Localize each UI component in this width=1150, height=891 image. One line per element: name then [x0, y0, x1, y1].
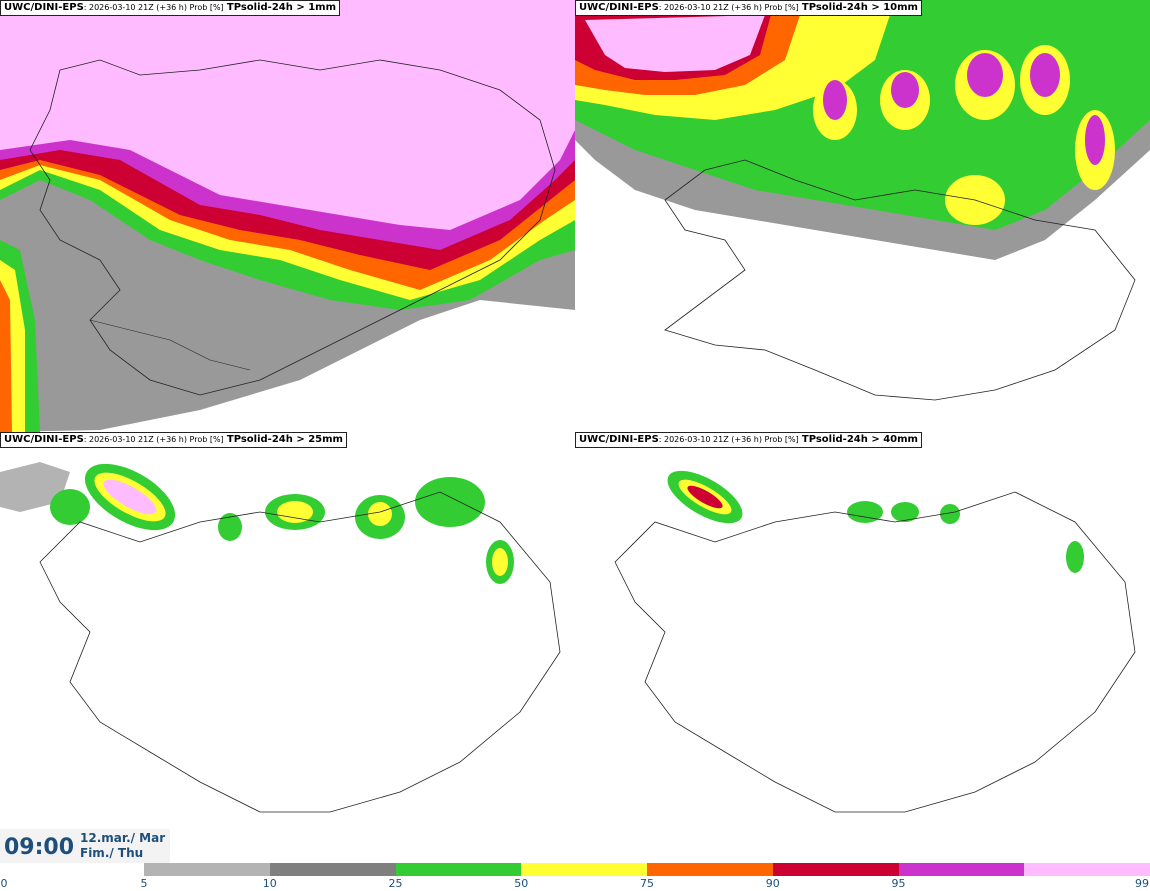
colorbar-segment — [898, 863, 1025, 876]
probability-map-40mm — [575, 432, 1150, 829]
probability-colorbar — [144, 863, 1150, 876]
probability-map-1mm — [0, 0, 575, 432]
panel-title-40mm: UWC/DINI-EPS: 2026-03-10 21Z (+36 h) Pro… — [575, 432, 922, 448]
valid-time-clock: 09:00 — [4, 835, 75, 860]
run-meta: : 2026-03-10 21Z (+36 h) Prob [%] — [658, 3, 799, 12]
probability-map-10mm — [575, 0, 1150, 432]
colorbar-tick-label: 99 — [1135, 877, 1149, 890]
valid-time-box: 09:00 12.mar./ Mar Fim./ Thu — [0, 829, 170, 863]
colorbar-segment — [1024, 863, 1150, 876]
run-meta: : 2026-03-10 21Z (+36 h) Prob [%] — [83, 435, 224, 444]
colorbar-segment — [395, 863, 522, 876]
colorbar-tick-label: 5 — [140, 877, 148, 890]
colorbar-tick-label: 10 — [262, 877, 277, 890]
valid-date-line2: Fim./ Thu — [80, 846, 144, 860]
colorbar-tick-label: 90 — [765, 877, 780, 890]
colorbar-segment — [269, 863, 396, 876]
variable-label: TPsolid-24h > 10mm — [801, 2, 918, 13]
map-panel-10mm: UWC/DINI-EPS: 2026-03-10 21Z (+36 h) Pro… — [575, 0, 1150, 432]
source-label: UWC/DINI-EPS — [579, 2, 659, 13]
run-meta: : 2026-03-10 21Z (+36 h) Prob [%] — [83, 3, 224, 12]
colorbar-tick-label: 0 — [0, 877, 8, 890]
colorbar-segment — [647, 863, 773, 876]
colorbar-segment — [772, 863, 899, 876]
colorbar-tick-label: 95 — [891, 877, 906, 890]
source-label: UWC/DINI-EPS — [4, 2, 84, 13]
colorbar-tick-label: 25 — [388, 877, 403, 890]
panel-title-10mm: UWC/DINI-EPS: 2026-03-10 21Z (+36 h) Pro… — [575, 0, 922, 16]
colorbar-segment — [521, 863, 647, 876]
variable-label: TPsolid-24h > 25mm — [226, 434, 343, 445]
panel-title-1mm: UWC/DINI-EPS: 2026-03-10 21Z (+36 h) Pro… — [0, 0, 341, 16]
map-panel-25mm: UWC/DINI-EPS: 2026-03-10 21Z (+36 h) Pro… — [0, 432, 575, 864]
colorbar-tick-label: 50 — [514, 877, 529, 890]
panel-title-25mm: UWC/DINI-EPS: 2026-03-10 21Z (+36 h) Pro… — [0, 432, 347, 448]
probability-map-25mm — [0, 432, 575, 829]
valid-date-line1: 12.mar./ Mar — [80, 831, 166, 845]
run-meta: : 2026-03-10 21Z (+36 h) Prob [%] — [658, 435, 799, 444]
source-label: UWC/DINI-EPS — [579, 434, 659, 445]
colorbar-tick-label: 75 — [640, 877, 654, 890]
colorbar-segment — [144, 863, 270, 876]
map-panel-40mm: UWC/DINI-EPS: 2026-03-10 21Z (+36 h) Pro… — [575, 432, 1150, 864]
source-label: UWC/DINI-EPS — [4, 434, 84, 445]
variable-label: TPsolid-24h > 1mm — [226, 2, 337, 13]
map-panel-1mm: UWC/DINI-EPS: 2026-03-10 21Z (+36 h) Pro… — [0, 0, 575, 432]
variable-label: TPsolid-24h > 40mm — [801, 434, 918, 445]
